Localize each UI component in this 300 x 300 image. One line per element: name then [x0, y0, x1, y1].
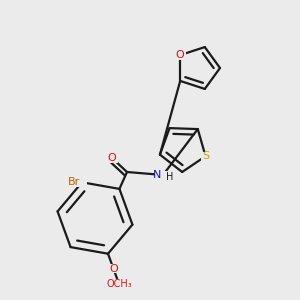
- Text: O: O: [108, 153, 116, 163]
- Text: S: S: [202, 151, 209, 161]
- Bar: [201, 152, 211, 161]
- Text: O: O: [176, 50, 184, 60]
- Bar: [106, 154, 118, 163]
- Bar: [108, 279, 130, 288]
- Bar: [174, 51, 186, 60]
- Bar: [109, 264, 118, 273]
- Text: N: N: [153, 170, 161, 180]
- Text: Br: Br: [68, 177, 80, 187]
- Text: OCH₃: OCH₃: [106, 279, 132, 289]
- Bar: [69, 178, 87, 187]
- Text: H: H: [166, 172, 173, 182]
- Bar: [155, 170, 171, 179]
- Text: O: O: [109, 264, 118, 274]
